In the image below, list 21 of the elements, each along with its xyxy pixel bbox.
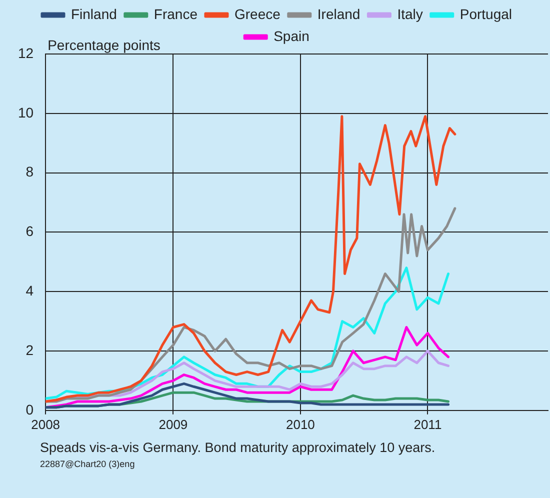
y-tick-label: 12 bbox=[18, 44, 34, 61]
legend-label: Ireland bbox=[317, 6, 360, 22]
legend-label: Finland bbox=[70, 6, 117, 22]
text: Speads vis-a-vis Germany. Bond maturity approximately 10 years. bbox=[40, 440, 436, 455]
y-tick-label: 10 bbox=[18, 104, 34, 120]
y-tick-label: 0 bbox=[26, 401, 34, 418]
y-axis-title: Percentage points bbox=[48, 36, 160, 53]
x-tick-label: 2009 bbox=[158, 416, 188, 432]
x-tick-label: 2011 bbox=[414, 416, 442, 432]
legend-label: Greece bbox=[234, 6, 281, 22]
legend-label: Portugal bbox=[460, 6, 512, 22]
y-tick-label: 2 bbox=[26, 342, 34, 358]
legend-label: Italy bbox=[397, 6, 423, 22]
legend-label: France bbox=[154, 6, 198, 22]
legend-label: Spain bbox=[274, 28, 310, 44]
x-tick-label: 2010 bbox=[286, 416, 315, 432]
text: 22887@Chart20 (3)eng bbox=[40, 459, 136, 469]
y-tick-label: 6 bbox=[26, 223, 34, 240]
y-tick-label: 8 bbox=[26, 164, 34, 180]
y-tick-label: 4 bbox=[26, 282, 34, 298]
x-tick-label: 2008 bbox=[31, 416, 60, 432]
